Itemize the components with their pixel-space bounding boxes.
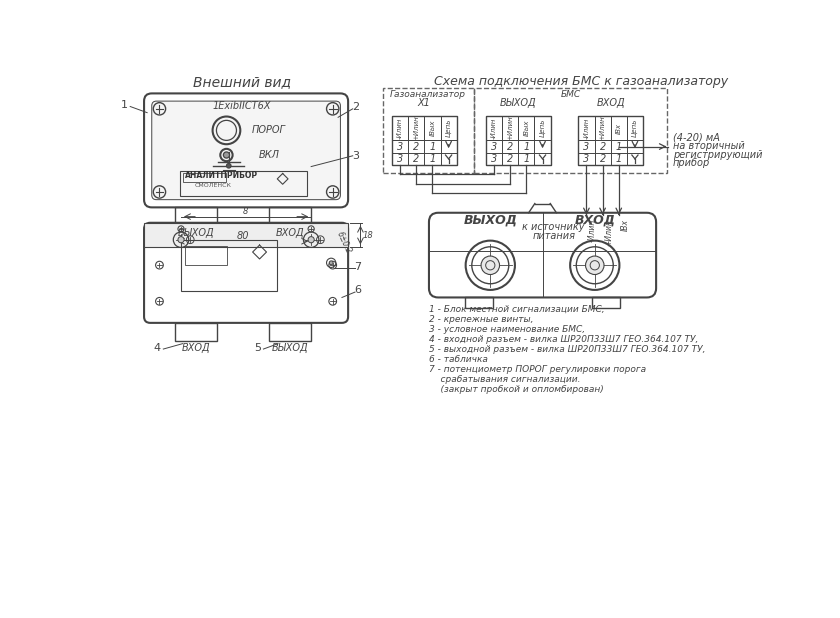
Text: IВх: IВх xyxy=(616,122,622,133)
Text: (закрыт пробкой и опломбирован): (закрыт пробкой и опломбирован) xyxy=(429,385,604,394)
Text: Внешний вид: Внешний вид xyxy=(193,75,291,89)
Text: 2: 2 xyxy=(507,142,513,151)
Text: 4: 4 xyxy=(154,343,160,353)
Text: 2 - крепежные винты,: 2 - крепежные винты, xyxy=(429,315,533,324)
Text: 1: 1 xyxy=(121,100,128,110)
Text: 1: 1 xyxy=(429,154,436,164)
Text: 2: 2 xyxy=(352,101,360,111)
Text: X1: X1 xyxy=(418,98,431,108)
Circle shape xyxy=(178,237,184,243)
Text: +Илин: +Илин xyxy=(507,116,513,140)
Text: ВЫХОД: ВЫХОД xyxy=(178,228,215,238)
Text: -Илин: -Илин xyxy=(491,117,497,139)
Text: 3 - условное наименование БМС,: 3 - условное наименование БМС, xyxy=(429,325,585,334)
Text: 1: 1 xyxy=(523,154,529,164)
Text: 3: 3 xyxy=(352,151,360,161)
Text: ВЫХОД: ВЫХОД xyxy=(500,98,537,108)
Text: (4-20) мА: (4-20) мА xyxy=(673,132,720,142)
FancyBboxPatch shape xyxy=(152,101,340,200)
Text: Цепь: Цепь xyxy=(539,119,546,137)
Text: Цепь: Цепь xyxy=(445,119,452,137)
Text: ВКЛ: ВКЛ xyxy=(259,150,280,160)
Text: 3: 3 xyxy=(491,154,497,164)
Text: -Илин: -Илин xyxy=(397,117,403,139)
Text: IВх: IВх xyxy=(620,219,629,231)
Text: 6±0.2: 6±0.2 xyxy=(335,230,353,255)
Text: 4 - входной разъем - вилка ШР20П33Ш7 ГЕО.364.107 ТУ,: 4 - входной разъем - вилка ШР20П33Ш7 ГЕО… xyxy=(429,335,698,344)
Text: на вторичный: на вторичный xyxy=(673,141,745,151)
Text: питания: питания xyxy=(533,231,575,241)
Text: 1: 1 xyxy=(429,142,436,151)
Text: ВХОД: ВХОД xyxy=(276,228,304,238)
Text: 2: 2 xyxy=(413,154,419,164)
Text: +Илин: +Илин xyxy=(413,116,419,140)
Text: СМОЛЕНСК: СМОЛЕНСК xyxy=(195,182,232,187)
Text: 1: 1 xyxy=(616,142,622,151)
Text: Цепь: Цепь xyxy=(632,119,638,137)
Circle shape xyxy=(585,256,604,274)
Text: ВЫХОД: ВЫХОД xyxy=(464,214,517,227)
Text: Газоанализатор: Газоанализатор xyxy=(391,90,466,99)
Text: 8: 8 xyxy=(243,206,249,216)
Text: +Илин: +Илин xyxy=(600,116,606,140)
Text: 6: 6 xyxy=(354,285,362,295)
Text: 1 - Блок местной сигнализации БМС,: 1 - Блок местной сигнализации БМС, xyxy=(429,305,605,314)
Text: 18: 18 xyxy=(363,231,374,240)
Circle shape xyxy=(308,237,314,243)
Text: 80: 80 xyxy=(236,231,249,241)
Text: ВХОД: ВХОД xyxy=(182,343,211,353)
Text: 1: 1 xyxy=(616,154,622,164)
Text: срабатывания сигнализации.: срабатывания сигнализации. xyxy=(429,375,580,384)
Text: 1ExibIICT6X: 1ExibIICT6X xyxy=(213,101,271,111)
Text: IВых: IВых xyxy=(429,120,435,137)
Text: +Илин: +Илин xyxy=(604,219,613,246)
Circle shape xyxy=(223,152,229,158)
Text: 5 - выходной разъем - вилка ШР20П33Ш7 ГЕО.364.107 ТУ,: 5 - выходной разъем - вилка ШР20П33Ш7 ГЕ… xyxy=(429,345,706,354)
Text: прибор: прибор xyxy=(673,158,711,169)
Text: БМС: БМС xyxy=(560,90,580,99)
Text: ПОРОГ: ПОРОГ xyxy=(252,125,286,135)
Text: -Илин: -Илин xyxy=(584,117,590,139)
Circle shape xyxy=(227,164,231,168)
Text: Схема подключения БМС к газоанализатору: Схема подключения БМС к газоанализатору xyxy=(433,75,727,88)
Text: 1: 1 xyxy=(523,142,529,151)
Text: 7: 7 xyxy=(354,261,362,272)
Text: 3: 3 xyxy=(583,142,590,151)
Text: 7 - потенциометр ПОРОГ регулировки порога: 7 - потенциометр ПОРОГ регулировки порог… xyxy=(429,365,646,375)
Circle shape xyxy=(481,256,500,274)
Text: 2: 2 xyxy=(600,142,606,151)
Text: 3: 3 xyxy=(397,142,403,151)
Text: ВХОД: ВХОД xyxy=(575,214,615,227)
Text: 3: 3 xyxy=(583,154,590,164)
Text: 2: 2 xyxy=(413,142,419,151)
Text: 6 - табличка: 6 - табличка xyxy=(429,355,488,364)
Text: к источнику: к источнику xyxy=(522,222,585,232)
Text: IВых: IВых xyxy=(523,120,529,137)
Text: ВЫХОД: ВЫХОД xyxy=(271,343,308,353)
Text: АНАЛИТПРИБОР: АНАЛИТПРИБОР xyxy=(185,171,258,180)
Text: -Илин: -Илин xyxy=(588,219,597,242)
Text: 3: 3 xyxy=(397,154,403,164)
Text: 2: 2 xyxy=(507,154,513,164)
Circle shape xyxy=(329,261,333,265)
Text: 2: 2 xyxy=(600,154,606,164)
Text: ВХОД: ВХОД xyxy=(596,98,625,108)
FancyBboxPatch shape xyxy=(144,222,348,247)
Text: регистрирующий: регистрирующий xyxy=(673,150,763,160)
Text: 3: 3 xyxy=(491,142,497,151)
Text: 5: 5 xyxy=(254,343,260,353)
